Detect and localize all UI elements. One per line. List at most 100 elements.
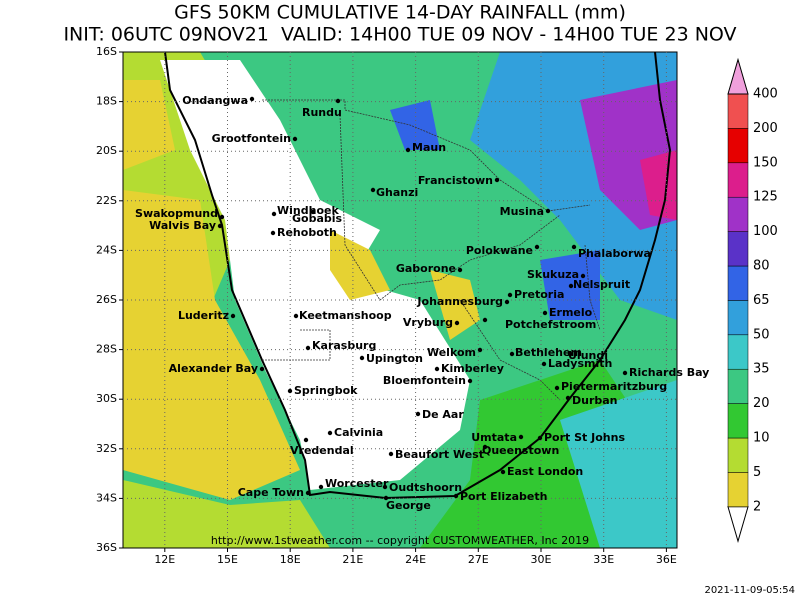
lat-label: 30S (96, 392, 117, 405)
colorbar-swatch (727, 368, 749, 404)
city-label: Alexander Bay (169, 362, 258, 375)
city-dot (271, 211, 277, 217)
lat-label: 18S (96, 95, 117, 108)
city-label: Port Elizabeth (460, 490, 547, 503)
lat-label: 34S (96, 491, 117, 504)
lat-label: 26S (96, 293, 117, 306)
city-label: Gobabis (292, 212, 343, 225)
city-label: Potchefstroom (505, 318, 596, 331)
city-label: Ladysmith (548, 357, 612, 370)
city-label: Musina (500, 205, 544, 218)
city-label: Rehoboth (277, 226, 337, 239)
lon-label: 12E (154, 553, 175, 566)
colorbar-label: 65 (753, 293, 770, 308)
city-dot (305, 490, 311, 496)
city-dot (335, 98, 341, 104)
city-label: Phalaborwa (578, 247, 651, 260)
city-label: Polokwane (466, 244, 533, 257)
city-dot (318, 484, 324, 490)
colorbar-swatch (727, 162, 749, 198)
city-label: Oudtshoorn (389, 481, 462, 494)
city-dot (305, 345, 311, 351)
colorbar-label: 125 (753, 190, 778, 205)
colorbar-label: 35 (753, 362, 770, 377)
city-dot (542, 310, 548, 316)
city-label: Karasburg (312, 339, 376, 352)
city-label: Walvis Bay (149, 219, 216, 232)
city-dot (567, 351, 573, 357)
colorbar-label: 80 (753, 259, 770, 274)
lon-label: 24E (405, 553, 426, 566)
city-dot (217, 223, 223, 229)
colorbar-under (727, 506, 749, 543)
credit: http://www.1stweather.com -- copyright C… (211, 534, 589, 547)
colorbar-swatch (727, 472, 749, 508)
city-dot (292, 136, 298, 142)
lat-label: 28S (96, 343, 117, 356)
city-dot (219, 214, 225, 220)
city-dot (507, 292, 513, 298)
city-dot (249, 96, 255, 102)
city-label: Port St Johns (544, 431, 625, 444)
city-dot (453, 493, 459, 499)
colorbar-label: 2 (753, 499, 761, 514)
lon-label: 33E (593, 553, 614, 566)
lat-label: 22S (96, 194, 117, 207)
city-dot (405, 147, 411, 153)
lat-label: 16S (96, 45, 117, 58)
city-label: Upington (366, 352, 423, 365)
colorbar-swatch (727, 437, 749, 473)
city-label: Cape Town (238, 486, 304, 499)
city-label: Francistown (418, 174, 493, 187)
city-dot (500, 469, 506, 475)
city-dot (415, 411, 421, 417)
city-dot (434, 366, 440, 372)
city-dot (457, 267, 463, 273)
city-dot (359, 355, 365, 361)
city-label: Ghanzi (376, 186, 418, 199)
colorbar-swatch (727, 334, 749, 370)
city-label: Vredendal (290, 444, 354, 457)
borders (262, 99, 601, 401)
colorbar-label: 100 (753, 224, 778, 239)
colorbar-label: 400 (753, 87, 778, 102)
colorbar-label: 150 (753, 155, 778, 170)
city-label: Gaborone (396, 262, 456, 275)
city-dot (571, 244, 577, 250)
colorbar-swatch (727, 403, 749, 439)
city-label: East London (507, 465, 583, 478)
city-dot (580, 273, 586, 279)
colorbar-over (727, 57, 749, 95)
timestamp: 2021-11-09-05:54 (704, 585, 795, 596)
colorbar-label: 10 (753, 431, 770, 446)
city-dot (310, 209, 316, 215)
city-label: Vryburg (403, 316, 453, 329)
lat-label: 32S (96, 442, 117, 455)
city-label: Durban (572, 394, 618, 407)
lon-label: 36E (656, 553, 677, 566)
city-label: Bethlehem (515, 346, 582, 359)
city-label: Skukuza (527, 268, 579, 281)
city-label: Pretoria (514, 288, 564, 301)
colorbar-swatch (727, 265, 749, 301)
colorbar-label: 20 (753, 396, 770, 411)
city-label: Ulundi (568, 349, 608, 362)
city-dot (518, 434, 524, 440)
city-dot (545, 208, 551, 214)
city-label: Windhoek (277, 204, 339, 217)
colorbar-swatch (727, 93, 749, 129)
city-label: Luderitz (178, 309, 229, 322)
city-label: Bloemfontein (383, 374, 466, 387)
colorbar-label: 200 (753, 121, 778, 136)
city-label: Johannesburg (416, 295, 503, 308)
city-dot (287, 388, 293, 394)
city-dot (534, 244, 540, 250)
lon-label: 27E (468, 553, 489, 566)
subtitle: INIT: 06UTC 09NOV21 VALID: 14H00 TUE 09 … (63, 24, 736, 46)
city-dot (565, 395, 571, 401)
city-dot (482, 444, 488, 450)
city-dot (383, 495, 389, 501)
city-label: Swakopmund (135, 207, 218, 220)
lat-label: 24S (96, 243, 117, 256)
